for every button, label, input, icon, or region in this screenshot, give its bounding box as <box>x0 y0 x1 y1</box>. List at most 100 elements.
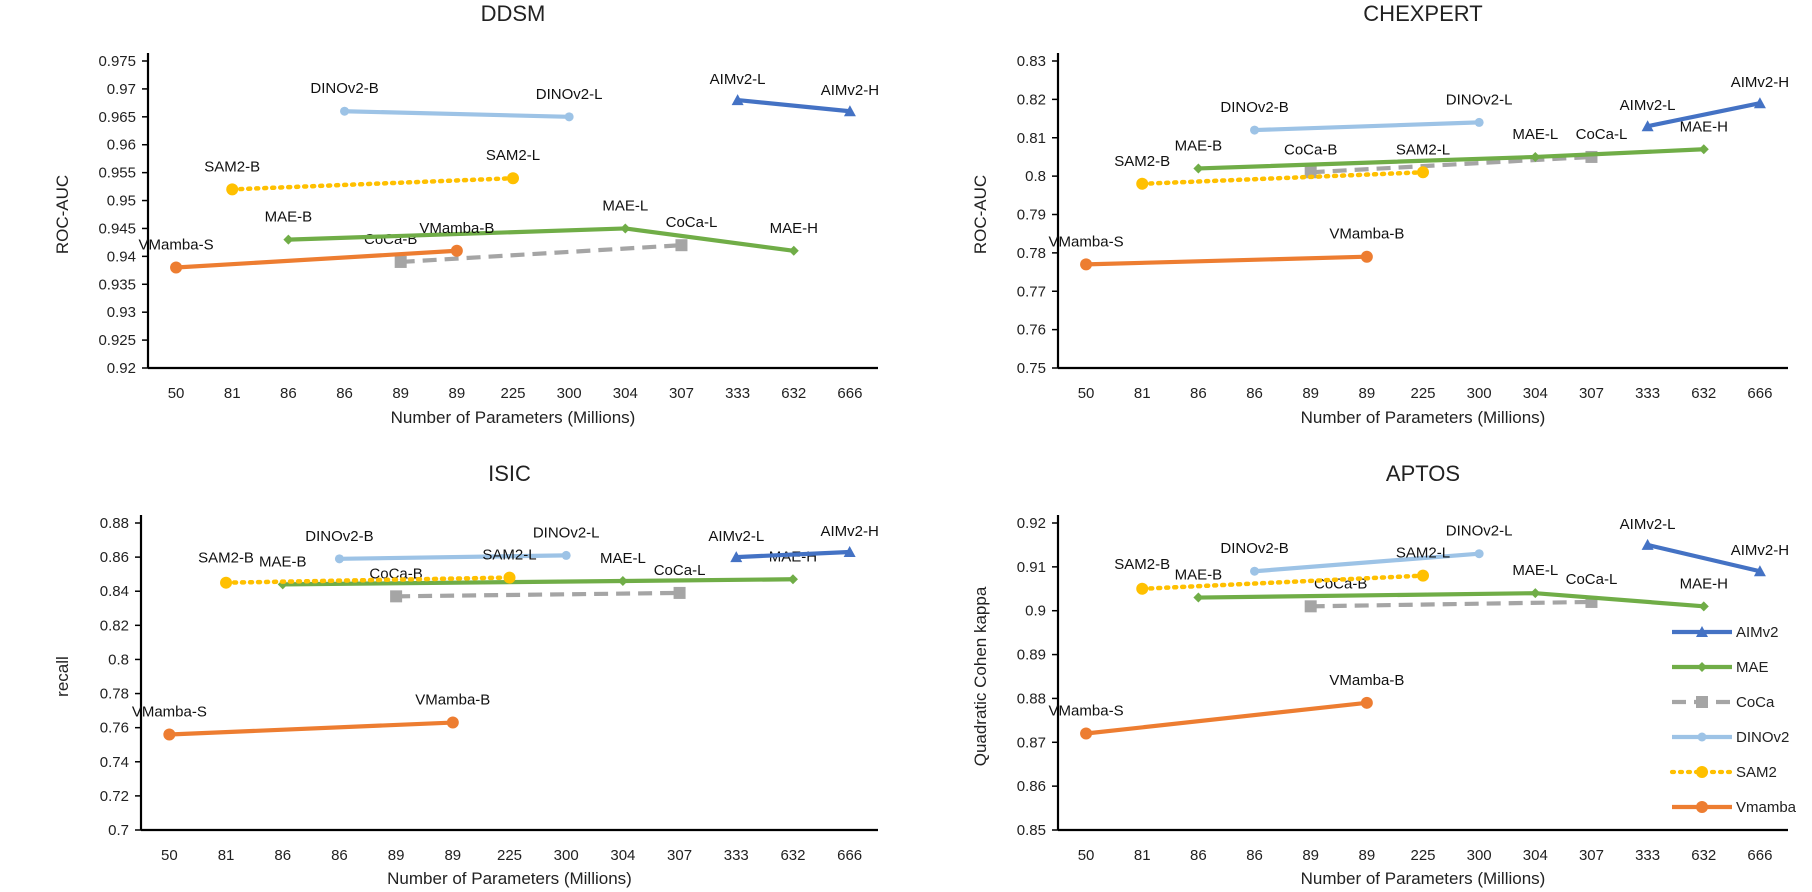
x-tick-label: 50 <box>1078 847 1095 864</box>
x-tick-label: 632 <box>1691 385 1716 402</box>
series-line-aimv2 <box>1647 542 1761 574</box>
data-label: DINOv2-L <box>533 524 600 541</box>
y-tick-label: 0.93 <box>107 304 136 321</box>
data-point-sam2 <box>503 571 516 584</box>
series-line-vmamba <box>169 720 453 737</box>
x-tick-label: 307 <box>667 847 692 864</box>
y-tick-label: 0.8 <box>108 651 129 668</box>
legend-label: Vmamba <box>1736 799 1797 816</box>
data-point-mae <box>283 234 294 245</box>
data-point-dinov2 <box>561 550 571 560</box>
series-line-mae <box>282 577 793 587</box>
data-point-mae <box>787 574 798 585</box>
x-tick-label: 89 <box>388 847 405 864</box>
y-tick-label: 0.945 <box>98 220 136 237</box>
series-line-vmamba <box>1085 700 1368 736</box>
data-label: MAE-B <box>1175 567 1223 584</box>
x-tick-label: 50 <box>161 847 178 864</box>
data-label: AIMv2-H <box>820 523 878 540</box>
series-line-aimv2 <box>1647 101 1761 129</box>
data-point-mae <box>617 575 628 586</box>
legend-marker <box>1697 662 1707 672</box>
x-axis-label: Number of Parameters (Millions) <box>1301 408 1546 427</box>
data-label: DINOv2-L <box>536 86 603 103</box>
data-label: CoCa-L <box>654 562 706 579</box>
x-tick-label: 225 <box>1410 385 1435 402</box>
data-label: AIMv2-H <box>1731 542 1789 559</box>
x-tick-label: 89 <box>449 385 466 402</box>
data-point-aimv2 <box>1641 120 1654 132</box>
x-tick-label: 81 <box>1134 385 1151 402</box>
data-point-coca <box>394 255 407 268</box>
x-tick-label: 89 <box>444 847 461 864</box>
data-label: DINOv2-B <box>1220 540 1288 557</box>
data-point-dinov2 <box>334 554 344 564</box>
x-tick-label: 304 <box>610 847 635 864</box>
chart-aptos: APTOS 0.85 0.86 0.87 0.88 0.89 0.9 0.91 0.92 50 81… <box>971 461 1789 888</box>
data-label: CoCa-B <box>364 231 417 248</box>
x-axis-label: Number of Parameters (Millions) <box>391 408 636 427</box>
data-point-mae <box>1193 592 1204 603</box>
y-tick-label: 0.72 <box>100 788 129 805</box>
data-point-dinov2 <box>340 106 350 116</box>
x-tick-label: 81 <box>1134 847 1151 864</box>
data-point-vmamba <box>1360 696 1373 709</box>
data-point-mae <box>1530 151 1541 162</box>
series-line-coca <box>1310 599 1592 609</box>
data-point-sam2 <box>1136 177 1149 190</box>
series-line-dinov2 <box>1254 551 1480 574</box>
data-label: MAE-H <box>1680 118 1728 135</box>
series-line-coca <box>396 590 680 599</box>
x-tick-label: 300 <box>1467 847 1492 864</box>
x-tick-label: 225 <box>1410 847 1435 864</box>
x-tick-label: 89 <box>1302 385 1319 402</box>
y-tick-label: 0.925 <box>98 332 136 349</box>
data-point-vmamba <box>163 728 176 741</box>
data-point-vmamba <box>1360 250 1373 263</box>
y-tick-label: 0.91 <box>1017 559 1046 576</box>
data-label: VMamba-B <box>1329 672 1404 689</box>
data-label: VMamba-B <box>1329 226 1404 243</box>
data-point-vmamba <box>1080 727 1093 740</box>
x-tick-label: 333 <box>725 385 750 402</box>
x-tick-label: 86 <box>1190 385 1207 402</box>
chart-title: CHEXPERT <box>1363 1 1482 26</box>
series-line-vmamba <box>175 248 457 270</box>
series-line-sam2 <box>229 175 516 192</box>
data-point-mae <box>788 245 799 256</box>
y-tick-label: 0.79 <box>1017 207 1046 224</box>
x-tick-label: 86 <box>1246 847 1263 864</box>
y-tick-label: 0.9 <box>1025 603 1046 620</box>
x-tick-label: 86 <box>280 385 297 402</box>
x-tick-label: 300 <box>554 847 579 864</box>
data-label: MAE-H <box>1680 575 1728 592</box>
x-tick-label: 632 <box>781 385 806 402</box>
x-tick-label: 632 <box>1691 847 1716 864</box>
data-label: MAE-L <box>1512 126 1558 143</box>
x-tick-label: 86 <box>274 847 291 864</box>
series-line-sam2 <box>1139 170 1426 187</box>
chart-ddsm: DDSM 0.92 0.925 0.93 0.935 0.94 0.945 0.95 0.955… <box>53 1 879 427</box>
x-tick-label: 89 <box>1302 847 1319 864</box>
y-tick-label: 0.97 <box>107 81 136 98</box>
data-label: DINOv2-B <box>310 80 378 97</box>
x-tick-label: 300 <box>557 385 582 402</box>
data-label: CoCa-L <box>666 214 718 231</box>
data-point-mae <box>620 223 631 234</box>
data-point-vmamba <box>1080 258 1093 271</box>
data-label: MAE-H <box>770 220 818 237</box>
series-line-sam2 <box>1139 573 1426 592</box>
data-point-coca <box>673 586 686 599</box>
data-point-aimv2 <box>1641 538 1654 550</box>
x-tick-label: 632 <box>780 847 805 864</box>
data-point-mae <box>1193 163 1204 174</box>
x-tick-label: 666 <box>1747 385 1772 402</box>
x-tick-label: 89 <box>392 385 409 402</box>
data-label: AIMv2-H <box>821 82 879 99</box>
data-label: CoCa-B <box>1284 141 1337 158</box>
data-label: CoCa-L <box>1566 571 1618 588</box>
y-tick-label: 0.74 <box>100 754 129 771</box>
data-label: DINOv2-B <box>305 528 373 545</box>
y-tick-label: 0.89 <box>1017 647 1046 664</box>
x-tick-label: 89 <box>1359 385 1376 402</box>
